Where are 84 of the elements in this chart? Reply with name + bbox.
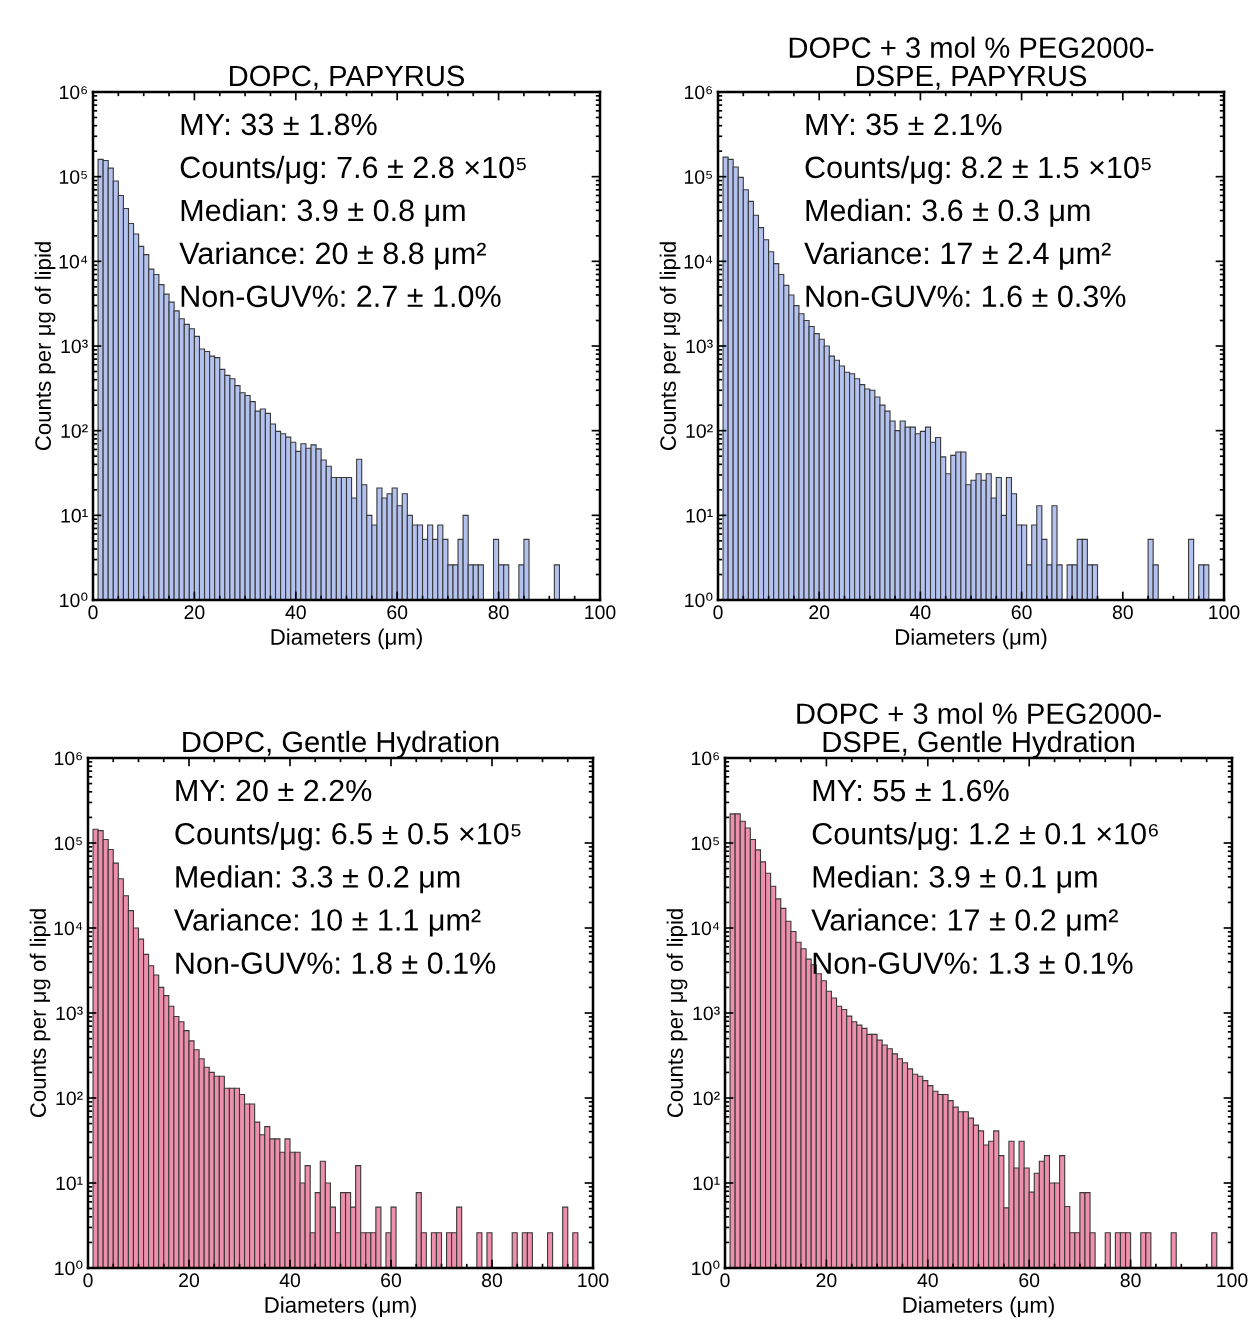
y-tick-label: 10²: [56, 1091, 83, 1106]
y-tick-label: 10⁰: [55, 1260, 83, 1276]
y-tick-label: 10⁰: [692, 1260, 720, 1276]
annotation: Counts/μg: 7.6 ± 2.8 ×10⁵: [180, 155, 526, 185]
annotation: MY: 20 ± 2.2%: [176, 779, 372, 802]
annotation: Variance: 20 ± 8.8 μm²: [179, 241, 486, 270]
x-tick-label: 60: [381, 1273, 402, 1288]
x-tick-label: 20: [816, 1273, 837, 1288]
y-tick-label: 10²: [686, 424, 713, 438]
x-tick-label: 100: [585, 605, 616, 620]
x-tick-label: 100: [1209, 605, 1240, 620]
y-tick-label: 10⁴: [691, 921, 720, 936]
x-tick-label: 60: [1011, 605, 1032, 620]
x-axis-title: Diameters (μm): [265, 1296, 416, 1318]
annotation: Non-GUV%: 1.8 ± 0.1%: [176, 952, 496, 974]
x-tick-label: 40: [279, 1273, 301, 1288]
x-tick-label: 20: [179, 1273, 200, 1288]
chart-title: DOPC + 3 mol % PEG2000- DSPE, PAPYRUS: [789, 36, 1154, 90]
y-tick-label: 10¹: [61, 508, 88, 523]
x-tick-label: 80: [488, 605, 509, 620]
annotation: Median: 3.9 ± 0.8 μm: [181, 198, 465, 227]
annotation: Variance: 17 ± 2.4 μm²: [804, 241, 1111, 270]
annotation: MY: 55 ± 1.6%: [813, 779, 1009, 802]
x-tick-label: 40: [285, 605, 306, 620]
annotation: Variance: 17 ± 0.2 μm²: [811, 908, 1118, 937]
y-tick-label: 10⁴: [54, 921, 83, 936]
y-tick-label: 10⁶: [59, 85, 87, 100]
annotation: Counts/μg: 6.5 ± 0.5 ×10⁵: [175, 822, 521, 851]
y-axis-title: Counts per μg of lipid: [659, 242, 681, 451]
annotation: Median: 3.3 ± 0.2 μm: [176, 865, 460, 894]
y-tick-label: 10⁵: [59, 170, 87, 184]
x-tick-label: 0: [83, 1273, 93, 1288]
annotation: Non-GUV%: 1.6 ± 0.3%: [806, 285, 1126, 308]
x-tick-label: 0: [720, 1273, 730, 1288]
x-axis-title: Diameters (μm): [903, 1296, 1054, 1318]
annotation: Median: 3.9 ± 0.1 μm: [813, 865, 1097, 894]
annotation: MY: 35 ± 2.1%: [806, 113, 1002, 136]
x-axis-title: Diameters (μm): [271, 628, 422, 650]
x-tick-label: 100: [578, 1273, 609, 1288]
x-tick-label: 0: [88, 605, 98, 620]
x-tick-label: 20: [809, 605, 830, 620]
y-tick-label: 10¹: [56, 1176, 83, 1191]
y-axis-title: Counts per μg of lipid: [666, 909, 688, 1118]
y-tick-label: 10⁶: [54, 751, 82, 766]
annotation: Median: 3.6 ± 0.3 μm: [806, 198, 1090, 227]
y-tick-label: 10⁴: [684, 254, 713, 269]
x-tick-label: 60: [387, 605, 408, 620]
chart-title: DOPC, PAPYRUS: [230, 65, 465, 90]
y-tick-label: 10⁰: [685, 592, 713, 608]
x-axis-title: Diameters (μm): [896, 628, 1047, 650]
x-tick-label: 80: [482, 1273, 503, 1288]
x-tick-label: 80: [1120, 1273, 1141, 1288]
y-axis-title: Counts per μg of lipid: [29, 909, 51, 1118]
y-tick-label: 10⁵: [54, 836, 82, 851]
y-tick-label: 10⁶: [691, 751, 719, 766]
x-tick-label: 100: [1217, 1273, 1248, 1288]
x-tick-label: 40: [917, 1273, 938, 1288]
y-tick-label: 10³: [693, 1006, 720, 1021]
chart-title: DOPC, Gentle Hydration: [183, 730, 499, 758]
x-tick-label: 80: [1112, 605, 1133, 620]
y-tick-label: 10³: [56, 1006, 83, 1021]
annotation: Non-GUV%: 1.3 ± 0.1%: [813, 952, 1133, 974]
x-tick-label: 20: [184, 605, 205, 620]
chart-title: DOPC + 3 mol % PEG2000- DSPE, Gentle Hydration: [797, 702, 1161, 758]
y-tick-label: 10¹: [693, 1176, 720, 1191]
y-tick-label: 10³: [686, 339, 713, 354]
y-tick-label: 10⁴: [59, 254, 88, 269]
y-tick-label: 10²: [61, 424, 88, 438]
x-tick-label: 40: [910, 605, 931, 620]
y-tick-label: 10³: [61, 339, 88, 354]
y-tick-label: 10⁵: [684, 170, 712, 184]
annotation: Counts/μg: 1.2 ± 0.1 ×10⁶: [812, 822, 1158, 851]
annotation: Non-GUV%: 2.7 ± 1.0%: [181, 285, 501, 308]
y-tick-label: 10⁵: [691, 836, 719, 851]
y-tick-label: 10²: [693, 1091, 720, 1106]
annotation: Counts/μg: 8.2 ± 1.5 ×10⁵: [805, 155, 1151, 185]
y-tick-label: 10⁰: [60, 592, 88, 608]
annotation: Variance: 10 ± 1.1 μm²: [173, 908, 481, 937]
x-tick-label: 0: [713, 605, 723, 620]
annotation: MY: 33 ± 1.8%: [181, 113, 377, 136]
y-tick-label: 10¹: [686, 508, 713, 523]
x-tick-label: 60: [1019, 1273, 1040, 1288]
y-axis-title: Counts per μg of lipid: [34, 242, 56, 451]
y-tick-label: 10⁶: [684, 85, 712, 100]
